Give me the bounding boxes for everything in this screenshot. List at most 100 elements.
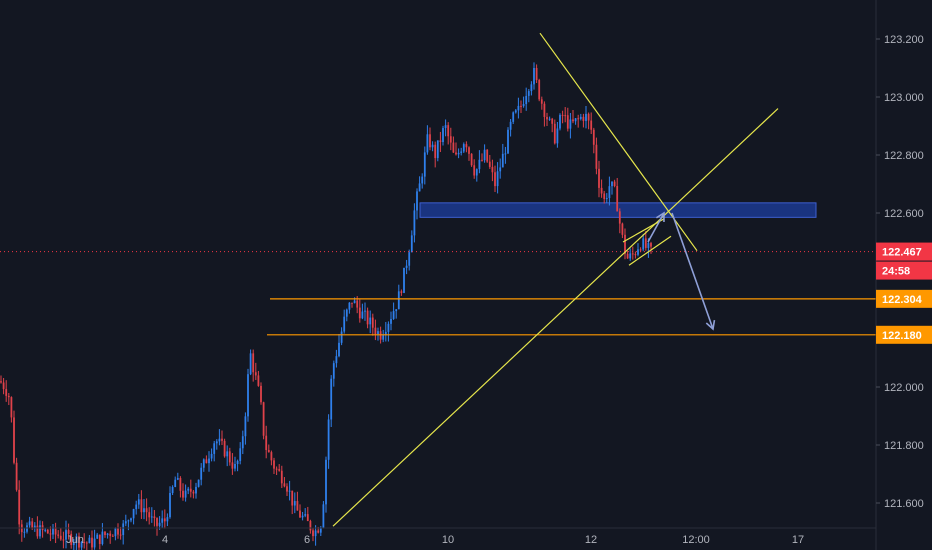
candle-body bbox=[379, 331, 382, 340]
candle-body bbox=[577, 118, 580, 120]
candle-body bbox=[465, 144, 468, 148]
candle-body bbox=[481, 159, 483, 161]
price-axis[interactable]: 123.200 123.000 122.800 122.600 122.000 121.8… bbox=[876, 34, 924, 510]
candle-body bbox=[109, 533, 112, 536]
candle-body bbox=[564, 115, 567, 117]
candle-body bbox=[603, 193, 606, 200]
candle-body bbox=[46, 529, 49, 534]
candle bbox=[626, 250, 629, 259]
candle bbox=[257, 370, 260, 387]
candle-body bbox=[403, 267, 405, 293]
candle-body bbox=[286, 486, 288, 492]
candle bbox=[28, 516, 31, 528]
candle-body bbox=[117, 528, 119, 535]
arrow-up-shaft bbox=[647, 212, 665, 243]
candle-body bbox=[533, 67, 535, 85]
candle-body bbox=[624, 234, 626, 254]
candle bbox=[395, 309, 398, 319]
time-axis[interactable]: Jun 4 6 10 12 12:00 17 bbox=[66, 534, 804, 546]
candle bbox=[551, 117, 554, 133]
candle-body bbox=[416, 191, 418, 211]
candle bbox=[348, 302, 351, 314]
candle-body bbox=[137, 499, 140, 505]
candle bbox=[520, 100, 522, 113]
candle-body bbox=[150, 516, 153, 518]
candle-body bbox=[153, 516, 156, 519]
candle bbox=[174, 476, 177, 488]
candle bbox=[478, 150, 481, 174]
level-badge-1-bg bbox=[876, 325, 932, 344]
candle-body bbox=[163, 518, 166, 522]
candle-body bbox=[241, 436, 244, 449]
candle bbox=[366, 307, 369, 329]
candle-body bbox=[36, 525, 39, 537]
candle-body bbox=[345, 309, 348, 317]
candle bbox=[244, 412, 247, 445]
candle bbox=[304, 508, 307, 518]
candle bbox=[301, 511, 304, 521]
candle-body bbox=[561, 114, 564, 116]
candle bbox=[176, 472, 179, 481]
candle bbox=[104, 531, 106, 538]
candle-body bbox=[374, 327, 377, 335]
candle-body bbox=[236, 460, 239, 464]
candle bbox=[564, 107, 567, 123]
candle bbox=[166, 513, 169, 527]
candle-body bbox=[10, 397, 13, 418]
candle bbox=[598, 160, 600, 198]
candle-body bbox=[13, 417, 15, 463]
candle bbox=[421, 173, 424, 189]
candle-body bbox=[483, 149, 486, 161]
candle bbox=[429, 127, 431, 151]
candle-body bbox=[314, 530, 317, 537]
candle-body bbox=[434, 144, 437, 159]
candle bbox=[96, 532, 99, 539]
time-tick-label: 10 bbox=[442, 534, 454, 546]
candle-body bbox=[371, 317, 374, 328]
candle-body bbox=[49, 533, 52, 535]
candle-body bbox=[621, 223, 624, 235]
candle-body bbox=[221, 438, 223, 441]
candle bbox=[533, 62, 535, 90]
candle-body bbox=[530, 84, 533, 92]
time-tick-label: 4 bbox=[162, 534, 168, 546]
candle bbox=[587, 112, 590, 130]
candle-body bbox=[184, 490, 187, 498]
candle-body bbox=[15, 462, 18, 490]
candle-body bbox=[72, 543, 75, 546]
candle bbox=[135, 500, 138, 515]
candle bbox=[501, 143, 504, 168]
candle-body bbox=[234, 463, 236, 469]
candle bbox=[582, 113, 585, 128]
candle bbox=[202, 458, 205, 472]
candle-body bbox=[605, 198, 608, 200]
candle bbox=[442, 125, 444, 146]
candle-body bbox=[517, 105, 520, 111]
candle-body bbox=[423, 152, 426, 177]
candle bbox=[13, 410, 15, 465]
candle-body bbox=[634, 254, 637, 256]
candle-body bbox=[384, 331, 387, 336]
candle-body bbox=[351, 302, 353, 304]
candle-body bbox=[262, 402, 265, 436]
candle-body bbox=[273, 460, 275, 469]
candle-body bbox=[644, 238, 647, 248]
candle-body bbox=[449, 136, 452, 143]
candle bbox=[470, 153, 473, 167]
candle bbox=[351, 302, 353, 308]
candle bbox=[52, 523, 54, 539]
candle bbox=[447, 122, 450, 145]
candle-body bbox=[306, 514, 309, 522]
candle bbox=[465, 141, 468, 153]
arrow-down-head bbox=[705, 319, 716, 331]
candle-body bbox=[44, 529, 47, 531]
candle-body bbox=[83, 542, 86, 544]
candle-body bbox=[265, 435, 268, 451]
candle bbox=[91, 530, 93, 550]
candle bbox=[205, 455, 208, 464]
candle bbox=[494, 165, 496, 192]
candle-body bbox=[28, 521, 31, 526]
candle bbox=[218, 429, 221, 446]
